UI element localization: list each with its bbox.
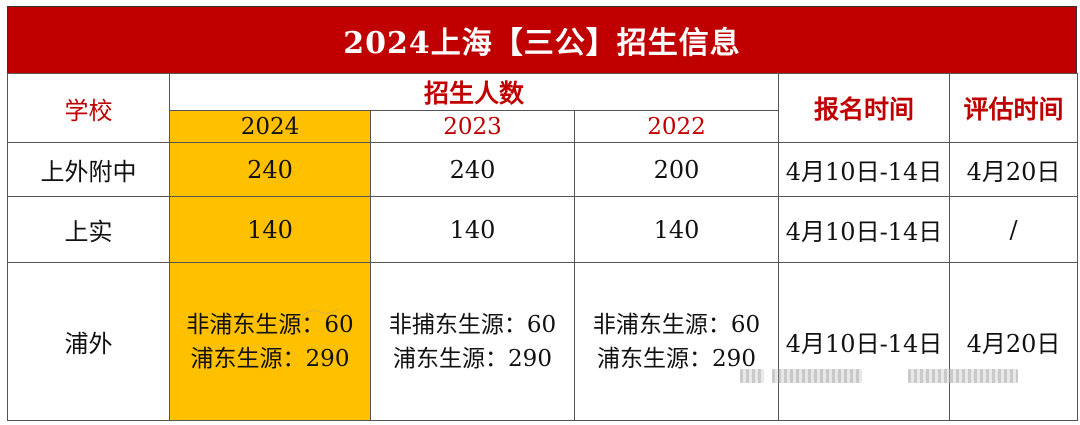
enrollment-2024: 240 [169, 142, 371, 197]
enrollment-2022: 非浦东生源：60 浦东生源：290 [574, 262, 779, 421]
header-row-1: 学校 招生人数 报名时间 评估时间 [7, 73, 1078, 143]
pudong-quota: 浦东生源：290 [190, 345, 350, 372]
school-name: 浦外 [7, 262, 170, 421]
assess-time: / [949, 196, 1078, 263]
enrollment-2022: 140 [574, 196, 779, 263]
enrollment-2022: 200 [574, 142, 779, 197]
enrollment-table: 学校 招生人数 报名时间 评估时间 2024 2023 2022 上外附中 24… [7, 73, 1078, 421]
enrollment-2023: 240 [370, 142, 575, 197]
watermark-text-block [772, 369, 862, 383]
table-row: 上外附中 240 240 200 4月10日-14日 4月20日 [7, 142, 1078, 197]
table-row: 浦外 非浦东生源：60 浦东生源：290 非捕东生源：60 浦东生源：290 非… [7, 262, 1078, 421]
register-time: 4月10日-14日 [778, 142, 950, 197]
title-bar: 2024上海【三公】招生信息 [7, 6, 1077, 74]
header-assess-time: 评估时间 [949, 73, 1078, 143]
enrollment-2023: 非捕东生源：60 浦东生源：290 [370, 262, 575, 421]
header-register-time: 报名时间 [778, 73, 950, 143]
non-pudong-quota: 非浦东生源：60 [592, 311, 761, 338]
header-year-2023: 2023 [370, 110, 575, 143]
assess-time: 4月20日 [949, 262, 1078, 421]
non-pudong-quota: 非浦东生源：60 [186, 311, 354, 338]
enrollment-2024: 140 [169, 196, 371, 263]
pudong-quota: 浦东生源：290 [393, 345, 552, 372]
school-name: 上实 [7, 196, 170, 263]
watermark-text-block [908, 369, 1018, 383]
assess-time: 4月20日 [949, 142, 1078, 197]
watermark [740, 364, 1060, 388]
enrollment-2024: 非浦东生源：60 浦东生源：290 [169, 262, 371, 421]
enrollment-2023: 140 [370, 196, 575, 263]
header-school: 学校 [7, 73, 170, 143]
pudong-quota: 浦东生源：290 [597, 345, 756, 372]
scribble-mark [301, 308, 339, 317]
register-time: 4月10日-14日 [778, 196, 950, 263]
header-row-2: 2024 2023 2022 [8, 110, 1078, 143]
header-enrollment: 招生人数 [169, 73, 779, 111]
watermark-logo-icon [740, 369, 764, 383]
page-title: 2024上海【三公】招生信息 [343, 26, 741, 61]
table-row: 上实 140 140 140 4月10日-14日 / [7, 196, 1078, 263]
header-year-2022: 2022 [574, 110, 779, 143]
register-time: 4月10日-14日 [778, 262, 950, 421]
school-name: 上外附中 [7, 142, 170, 197]
non-pudong-quota: 非捕东生源：60 [388, 311, 557, 338]
header-year-2024: 2024 [169, 110, 371, 143]
